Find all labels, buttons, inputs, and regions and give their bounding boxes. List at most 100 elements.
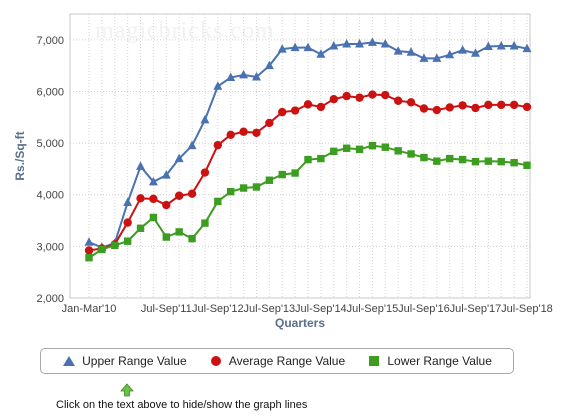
data-point-upper-range-value [84, 237, 94, 246]
y-axis-label: Rs./Sq-ft [13, 131, 27, 180]
data-point-upper-range-value [123, 197, 133, 206]
data-point-average-range-value [200, 168, 210, 177]
data-point-average-range-value [252, 128, 261, 137]
data-point-upper-range-value [522, 43, 532, 53]
data-point-lower-range-value [497, 157, 505, 166]
data-point-lower-range-value [523, 161, 531, 169]
data-point-upper-range-value [432, 53, 442, 62]
data-point-lower-range-value [317, 154, 325, 163]
legend-hint-text: Click on the text above to hide/show the… [56, 399, 308, 411]
data-point-upper-range-value [483, 41, 493, 51]
data-point-lower-range-value [446, 154, 454, 163]
data-point-upper-range-value [136, 161, 146, 170]
data-point-lower-range-value [484, 157, 493, 165]
legend-item-average-range[interactable]: Average Range Value [209, 354, 345, 368]
data-point-upper-range-value [148, 176, 158, 186]
data-point-average-range-value [509, 100, 519, 110]
data-point-average-range-value [522, 102, 532, 112]
data-point-lower-range-value [175, 228, 183, 236]
data-point-lower-range-value [291, 169, 299, 177]
y-tick-label: 6,000 [36, 86, 64, 98]
data-point-upper-range-value [445, 49, 455, 59]
y-tick-label: 2,000 [36, 293, 64, 305]
data-point-average-range-value [445, 103, 454, 112]
data-point-average-range-value [123, 218, 132, 227]
data-point-lower-range-value [136, 224, 145, 232]
x-tick-label: Jul-Sep'18 [501, 303, 553, 315]
data-point-upper-range-value [316, 49, 326, 58]
data-point-lower-range-value [123, 237, 132, 245]
data-point-average-range-value [471, 103, 480, 113]
data-point-upper-range-value [187, 140, 197, 150]
data-point-average-range-value [174, 191, 184, 200]
data-point-average-range-value [342, 91, 351, 101]
x-tick-label: Jul-Sep'15 [347, 303, 399, 315]
legend-item-lower-range[interactable]: Lower Range Value [367, 354, 492, 368]
data-point-average-range-value [381, 90, 390, 100]
y-tick-label: 4,000 [36, 190, 64, 202]
legend-item-upper-range[interactable]: Upper Range Value [62, 354, 187, 368]
data-point-lower-range-value [342, 144, 351, 152]
data-point-average-range-value [497, 100, 506, 110]
data-point-upper-range-value [342, 38, 352, 48]
data-point-lower-range-value [471, 157, 480, 166]
data-point-average-range-value [136, 194, 145, 203]
data-point-upper-range-value [509, 41, 519, 50]
data-point-average-range-value [187, 189, 197, 198]
x-tick-label: Jul-Sep'17 [450, 303, 502, 315]
green-arrow-up-icon [120, 383, 134, 397]
data-point-average-range-value [162, 200, 171, 210]
data-point-upper-range-value [470, 48, 480, 57]
x-axis-label: Quarters [275, 316, 325, 330]
y-tick-label: 3,000 [36, 241, 64, 253]
data-point-lower-range-value [239, 184, 248, 192]
data-point-upper-range-value [290, 42, 300, 52]
data-point-upper-range-value [239, 69, 249, 79]
data-point-lower-range-value [214, 197, 222, 206]
data-point-upper-range-value [174, 153, 184, 163]
data-point-average-range-value [368, 90, 377, 99]
data-point-average-range-value [419, 104, 429, 113]
data-point-average-range-value [303, 100, 313, 109]
data-point-average-range-value [213, 140, 223, 150]
data-point-lower-range-value [227, 187, 235, 196]
data-point-average-range-value [355, 93, 364, 102]
data-point-lower-range-value [265, 176, 274, 184]
data-point-average-range-value [316, 102, 326, 112]
data-point-average-range-value [265, 118, 274, 128]
data-point-average-range-value [393, 96, 403, 105]
data-point-upper-range-value [367, 37, 377, 46]
data-point-lower-range-value [278, 170, 286, 179]
data-point-upper-range-value [406, 47, 416, 56]
data-point-upper-range-value [329, 41, 339, 50]
data-point-lower-range-value [394, 147, 402, 155]
data-point-lower-range-value [355, 145, 364, 153]
data-point-lower-range-value [330, 147, 338, 156]
x-tick-label: Jul-Sep'13 [244, 303, 296, 315]
data-point-average-range-value [239, 127, 248, 136]
data-point-upper-range-value [419, 53, 429, 62]
data-point-average-range-value [84, 246, 94, 255]
x-tick-label: Jul-Sep'11 [141, 303, 192, 315]
x-tick-label: Jan-Mar'10 [62, 303, 117, 315]
data-point-upper-range-value [226, 72, 236, 82]
data-point-upper-range-value [380, 38, 390, 48]
data-point-upper-range-value [161, 170, 171, 179]
data-point-lower-range-value [188, 234, 196, 243]
data-point-upper-range-value [496, 41, 506, 50]
x-tick-label: Jul-Sep'16 [398, 303, 450, 315]
data-point-upper-range-value [264, 60, 274, 70]
data-point-upper-range-value [355, 38, 365, 48]
y-tick-label: 7,000 [36, 35, 64, 47]
data-point-lower-range-value [98, 245, 106, 254]
data-point-upper-range-value [303, 42, 313, 52]
data-point-upper-range-value [200, 114, 210, 124]
square-marker-icon [369, 356, 380, 366]
data-point-upper-range-value [251, 71, 261, 81]
data-point-average-range-value [149, 194, 158, 204]
x-tick-label: Jul-Sep'14 [295, 303, 347, 315]
data-point-lower-range-value [111, 241, 119, 250]
data-point-average-range-value [290, 106, 300, 115]
data-point-lower-range-value [510, 159, 518, 167]
data-point-lower-range-value [149, 213, 158, 222]
